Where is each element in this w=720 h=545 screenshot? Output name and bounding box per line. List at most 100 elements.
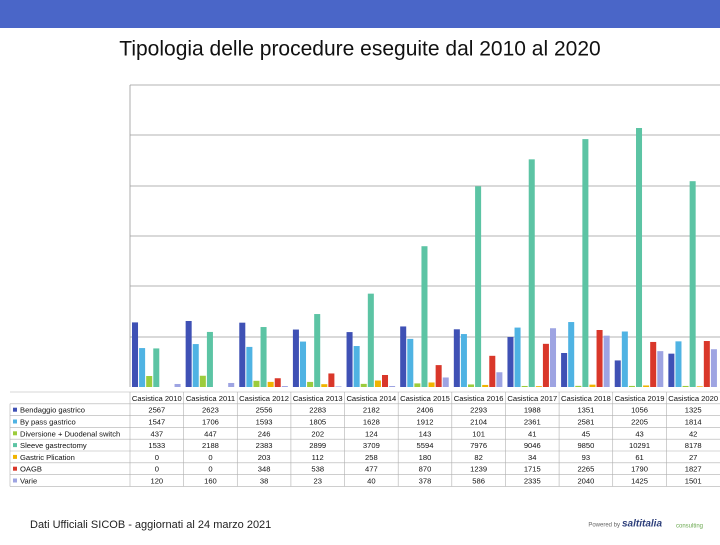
bar xyxy=(453,329,460,387)
x-tick-label: Casistica 2018 xyxy=(561,394,611,403)
bar xyxy=(589,384,596,387)
table-value: 2567 xyxy=(148,406,165,415)
table-value: 870 xyxy=(419,465,432,474)
bar xyxy=(507,336,514,387)
x-tick-label: Casistica 2020 xyxy=(668,394,718,403)
table-value: 2581 xyxy=(577,418,594,427)
bar xyxy=(267,381,274,387)
table-value: 2040 xyxy=(577,477,594,486)
table-value: 5594 xyxy=(417,441,434,450)
table-value: 120 xyxy=(150,477,163,486)
table-value: 1790 xyxy=(631,465,648,474)
table-value: 42 xyxy=(689,429,697,438)
table-value: 9850 xyxy=(577,441,594,450)
table-value: 43 xyxy=(635,429,643,438)
legend-swatch xyxy=(13,443,17,448)
table-value: 378 xyxy=(419,477,432,486)
logo: saltitalia xyxy=(622,519,662,530)
table-value: 45 xyxy=(582,429,590,438)
bar xyxy=(550,328,557,387)
bar xyxy=(710,349,717,387)
bar xyxy=(228,382,235,387)
bar xyxy=(682,385,689,387)
table-value: 2104 xyxy=(470,418,487,427)
bar xyxy=(582,139,589,387)
table-value: 2188 xyxy=(202,441,219,450)
table-value: 143 xyxy=(419,429,432,438)
bar xyxy=(496,372,503,387)
table-value: 1912 xyxy=(417,418,434,427)
bar xyxy=(521,385,528,387)
bar xyxy=(314,314,321,387)
table-value: 0 xyxy=(208,453,212,462)
bar xyxy=(603,335,610,387)
table-value: 1239 xyxy=(470,465,487,474)
table-value: 1425 xyxy=(631,477,648,486)
bar xyxy=(468,384,475,387)
bar xyxy=(353,346,360,387)
table-value: 1988 xyxy=(524,406,541,415)
bar xyxy=(274,378,281,387)
bar xyxy=(239,322,246,387)
bar xyxy=(246,346,253,387)
bar xyxy=(696,386,703,387)
table-value: 477 xyxy=(365,465,378,474)
bar xyxy=(389,385,396,387)
bar xyxy=(435,365,442,387)
chart-title: Tipologia delle procedure eseguite dal 2… xyxy=(119,38,600,61)
legend-swatch xyxy=(13,478,17,483)
bar xyxy=(281,386,288,387)
table-value: 0 xyxy=(155,465,159,474)
bar xyxy=(206,331,213,387)
table-value: 40 xyxy=(367,477,375,486)
table-value: 2335 xyxy=(524,477,541,486)
table-value: 8178 xyxy=(685,441,702,450)
bar xyxy=(192,344,199,387)
table-value: 447 xyxy=(204,429,217,438)
table-value: 3709 xyxy=(363,441,380,450)
table-value: 2899 xyxy=(309,441,326,450)
table-value: 246 xyxy=(258,429,271,438)
table-value: 112 xyxy=(312,453,324,462)
bar xyxy=(346,332,353,387)
bar xyxy=(307,381,314,387)
bar xyxy=(460,334,467,387)
table-value: 1805 xyxy=(309,418,326,427)
table-value: 2293 xyxy=(470,406,487,415)
legend-swatch xyxy=(13,407,17,412)
table-value: 2182 xyxy=(363,406,380,415)
table-value: 7976 xyxy=(470,441,487,450)
bar xyxy=(643,385,650,387)
table-value: 538 xyxy=(311,465,324,474)
bar xyxy=(482,384,489,387)
table-value: 160 xyxy=(204,477,217,486)
table-value: 82 xyxy=(474,453,482,462)
bar xyxy=(528,159,535,387)
legend-label: Varie xyxy=(20,477,37,486)
table-value: 1325 xyxy=(685,406,702,415)
bar xyxy=(374,380,381,387)
bar xyxy=(636,128,643,387)
table-value: 1827 xyxy=(685,465,702,474)
x-tick-label: Casistica 2019 xyxy=(615,394,665,403)
bar xyxy=(614,360,621,387)
x-tick-label: Casistica 2012 xyxy=(239,394,289,403)
bar xyxy=(621,331,628,387)
bar xyxy=(360,383,367,387)
table-value: 2383 xyxy=(256,441,273,450)
bar xyxy=(428,382,435,387)
table-value: 1715 xyxy=(524,465,541,474)
bar xyxy=(628,385,635,387)
bar xyxy=(185,320,192,387)
table-value: 9046 xyxy=(524,441,541,450)
table-value: 1628 xyxy=(363,418,380,427)
bar xyxy=(421,246,428,387)
table-value: 586 xyxy=(472,477,485,486)
bar xyxy=(146,376,153,387)
legend-swatch xyxy=(13,419,17,424)
bar xyxy=(689,181,696,387)
table-value: 41 xyxy=(528,429,536,438)
table-value: 34 xyxy=(528,453,536,462)
bar xyxy=(153,348,160,387)
